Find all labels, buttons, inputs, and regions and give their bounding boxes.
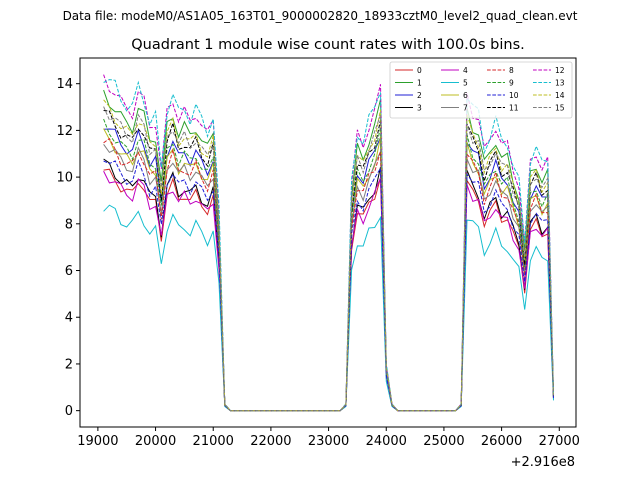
y-tick-label: 12 <box>56 124 73 139</box>
series-line-8 <box>103 137 554 412</box>
legend-label-2: 2 <box>417 91 422 100</box>
legend-label-10: 10 <box>509 91 519 100</box>
y-tick-label: 2 <box>65 357 73 372</box>
y-tick-label: 6 <box>65 264 73 279</box>
legend-label-6: 6 <box>463 91 468 100</box>
legend-label-13: 13 <box>555 79 565 88</box>
series-line-11 <box>103 110 554 412</box>
legend-frame <box>389 61 573 119</box>
legend-label-15: 15 <box>555 104 565 113</box>
legend-label-1: 1 <box>417 79 422 88</box>
x-tick-label: 20000 <box>135 434 176 449</box>
x-tick-label: 23000 <box>308 434 349 449</box>
legend-label-12: 12 <box>555 66 565 75</box>
x-tick-label: 25000 <box>423 434 464 449</box>
y-tick-label: 10 <box>56 171 73 186</box>
y-tick-label: 4 <box>65 311 73 326</box>
plot-frame <box>79 57 577 428</box>
legend-label-14: 14 <box>555 91 565 100</box>
series-line-9 <box>103 118 554 412</box>
series-line-14 <box>103 99 554 412</box>
legend-label-4: 4 <box>463 66 468 75</box>
x-tick-label: 22000 <box>250 434 291 449</box>
legend-label-3: 3 <box>417 104 422 113</box>
legend-label-11: 11 <box>509 104 519 113</box>
legend-label-7: 7 <box>463 104 468 113</box>
x-tick-label: 19000 <box>77 434 118 449</box>
y-tick-label: 14 <box>56 77 73 92</box>
series-line-10 <box>103 159 554 412</box>
x-tick-label: 24000 <box>366 434 407 449</box>
x-tick-label: 27000 <box>539 434 580 449</box>
series-layer <box>103 74 554 412</box>
legend-label-9: 9 <box>509 79 514 88</box>
legend-label-8: 8 <box>509 66 514 75</box>
series-line-13 <box>103 79 554 412</box>
x-tick-label: 21000 <box>193 434 234 449</box>
series-line-15 <box>103 106 554 412</box>
legend-label-0: 0 <box>417 66 422 75</box>
legend-label-5: 5 <box>463 79 468 88</box>
x-axis-offset: +2.916e8 <box>511 455 575 470</box>
y-axis: 0 2 4 6 8 10 12 14 <box>56 77 80 419</box>
x-axis: 19000 20000 21000 22000 23000 24000 25000 26000… <box>77 427 580 449</box>
x-tick-label: 26000 <box>481 434 522 449</box>
figure-suptitle: Data file: modeM0/AS1A05_163T01_90000028… <box>63 9 578 23</box>
y-tick-label: 8 <box>65 217 73 232</box>
y-tick-label: 0 <box>65 404 73 419</box>
chart-title: Quadrant 1 module wise count rates with … <box>131 37 525 53</box>
